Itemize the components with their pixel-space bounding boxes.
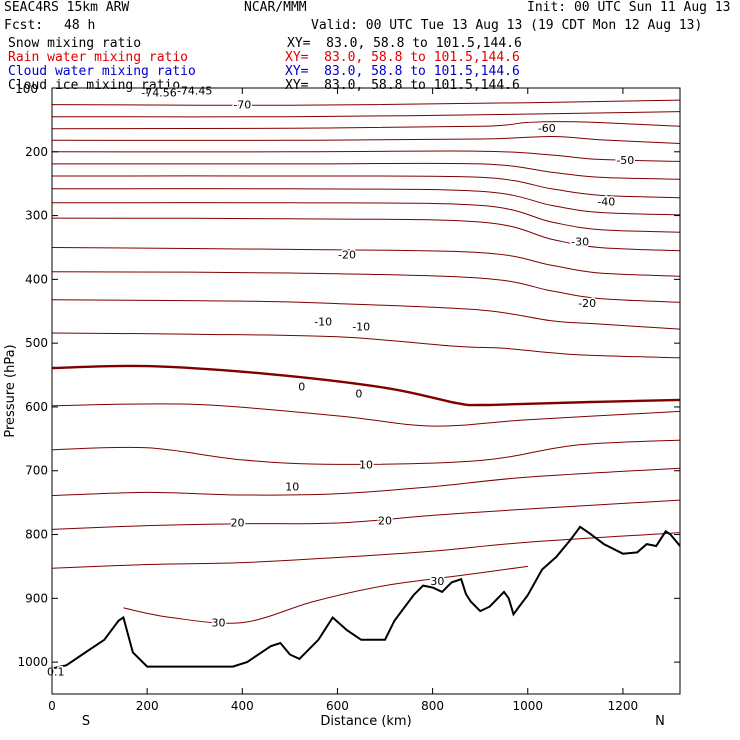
- isotherm-contour: [51, 188, 681, 216]
- terrain-line: [51, 525, 681, 670]
- contour-label: 30: [430, 575, 444, 588]
- x-axis-title: Distance (km): [320, 714, 411, 729]
- contour-label: -10: [314, 316, 332, 329]
- contour-label: -10: [352, 321, 370, 334]
- contour-label: -74.45: [177, 85, 212, 98]
- contour-label: -40: [597, 196, 615, 209]
- isotherm-contour: [51, 150, 681, 162]
- x-tick-label: 400: [231, 699, 254, 713]
- y-tick-label-top: 100: [15, 82, 38, 96]
- forecast-hours: 48 h: [64, 18, 96, 33]
- x-tick-label: 0: [48, 699, 56, 713]
- field-name: Cloud water mixing ratio: [8, 64, 196, 79]
- isotherm-contour: [51, 403, 681, 427]
- model-name: SEAC4RS 15km ARW: [4, 0, 130, 15]
- forecast-label: Fcst:: [4, 18, 44, 33]
- y-tick-label: 700: [25, 464, 48, 478]
- y-tick-label: 400: [25, 272, 48, 286]
- contour-label: -74.56: [141, 87, 176, 100]
- start-point-label: S: [82, 714, 90, 729]
- y-tick-label: 1000: [17, 655, 48, 669]
- contour-label: 0.1: [47, 666, 65, 679]
- contour-label: 20: [378, 515, 392, 528]
- field-name: Cloud ice mixing ratio: [8, 78, 181, 93]
- isotherm-contour: [51, 135, 681, 144]
- x-tick-label: 1000: [512, 699, 543, 713]
- contour-label-layer: -74.56 -74.45 -70 -60 -50 -40 -30 -20 -20 -10 -10 0…: [46, 83, 636, 680]
- isotherm-contour: [51, 99, 681, 106]
- contour-label: 0: [355, 388, 362, 401]
- contour-label: -60: [538, 122, 556, 135]
- isotherm-contour: [51, 467, 681, 497]
- contour-label: 10: [359, 458, 373, 471]
- isotherm-contour: [51, 299, 681, 330]
- contour-label: -50: [616, 154, 634, 167]
- field-xy: XY= 83.0, 58.8 to 101.5,144.6: [287, 36, 522, 51]
- isotherm-contour: [51, 175, 681, 199]
- init-time: Init: 00 UTC Sun 11 Aug 13: [527, 0, 731, 15]
- terrain-layer: [51, 525, 681, 670]
- isotherm-contour: [51, 111, 681, 118]
- contour-label: -70: [233, 99, 251, 112]
- plot-frame: [51, 87, 681, 695]
- field-xy: XY= 83.0, 58.8 to 101.5,144.6: [285, 78, 520, 93]
- field-xy: XY= 83.0, 58.8 to 101.5,144.6: [285, 50, 520, 65]
- isotherm-contour: [123, 565, 528, 624]
- contour-label: 30: [212, 617, 226, 630]
- field-name: Rain water mixing ratio: [8, 50, 189, 65]
- x-tick-label: 200: [136, 699, 159, 713]
- contour-label: -20: [578, 297, 596, 310]
- y-axis-title: Pressure (hPa): [3, 344, 18, 437]
- end-point-label: N: [655, 714, 665, 729]
- isotherm-contour: [51, 247, 681, 277]
- axes-layer: 0 200 400 600 800 1000 12002003004005006007008…: [15, 82, 680, 713]
- isotherm-contour: [51, 332, 681, 359]
- y-tick-label: 600: [25, 400, 48, 414]
- y-tick-label: 300: [25, 209, 48, 223]
- isotherm-contour: [51, 499, 681, 530]
- contour-label: 0: [298, 381, 305, 394]
- contour-label: -20: [338, 249, 356, 262]
- isotherm-contour: [51, 532, 681, 569]
- isotherm-contour: [51, 217, 681, 252]
- contour-label: 20: [231, 516, 245, 529]
- isotherm-contour: [51, 271, 681, 303]
- isotherm-contour: [51, 364, 681, 407]
- y-tick-label: 800: [25, 528, 48, 542]
- y-tick-label: 200: [25, 145, 48, 159]
- isotherm-contour: [51, 202, 681, 233]
- x-tick-label: 1200: [608, 699, 639, 713]
- contour-label: -30: [571, 236, 589, 249]
- isotherm-contour: [51, 121, 681, 130]
- isotherm-contour: [51, 439, 681, 465]
- field-xy: XY= 83.0, 58.8 to 101.5,144.6: [285, 64, 520, 79]
- valid-time: Valid: 00 UTC Tue 13 Aug 13 (19 CDT Mon …: [311, 18, 703, 33]
- x-tick-label: 800: [421, 699, 444, 713]
- contour-label: 10: [285, 481, 299, 494]
- organization: NCAR/MMM: [244, 0, 307, 15]
- contour-layer: [51, 99, 681, 624]
- x-tick-label: 600: [326, 699, 349, 713]
- isotherm-contour: [52, 162, 681, 180]
- field-name: Snow mixing ratio: [8, 36, 142, 51]
- y-tick-label: 500: [25, 336, 48, 350]
- y-tick-label: 900: [25, 591, 48, 605]
